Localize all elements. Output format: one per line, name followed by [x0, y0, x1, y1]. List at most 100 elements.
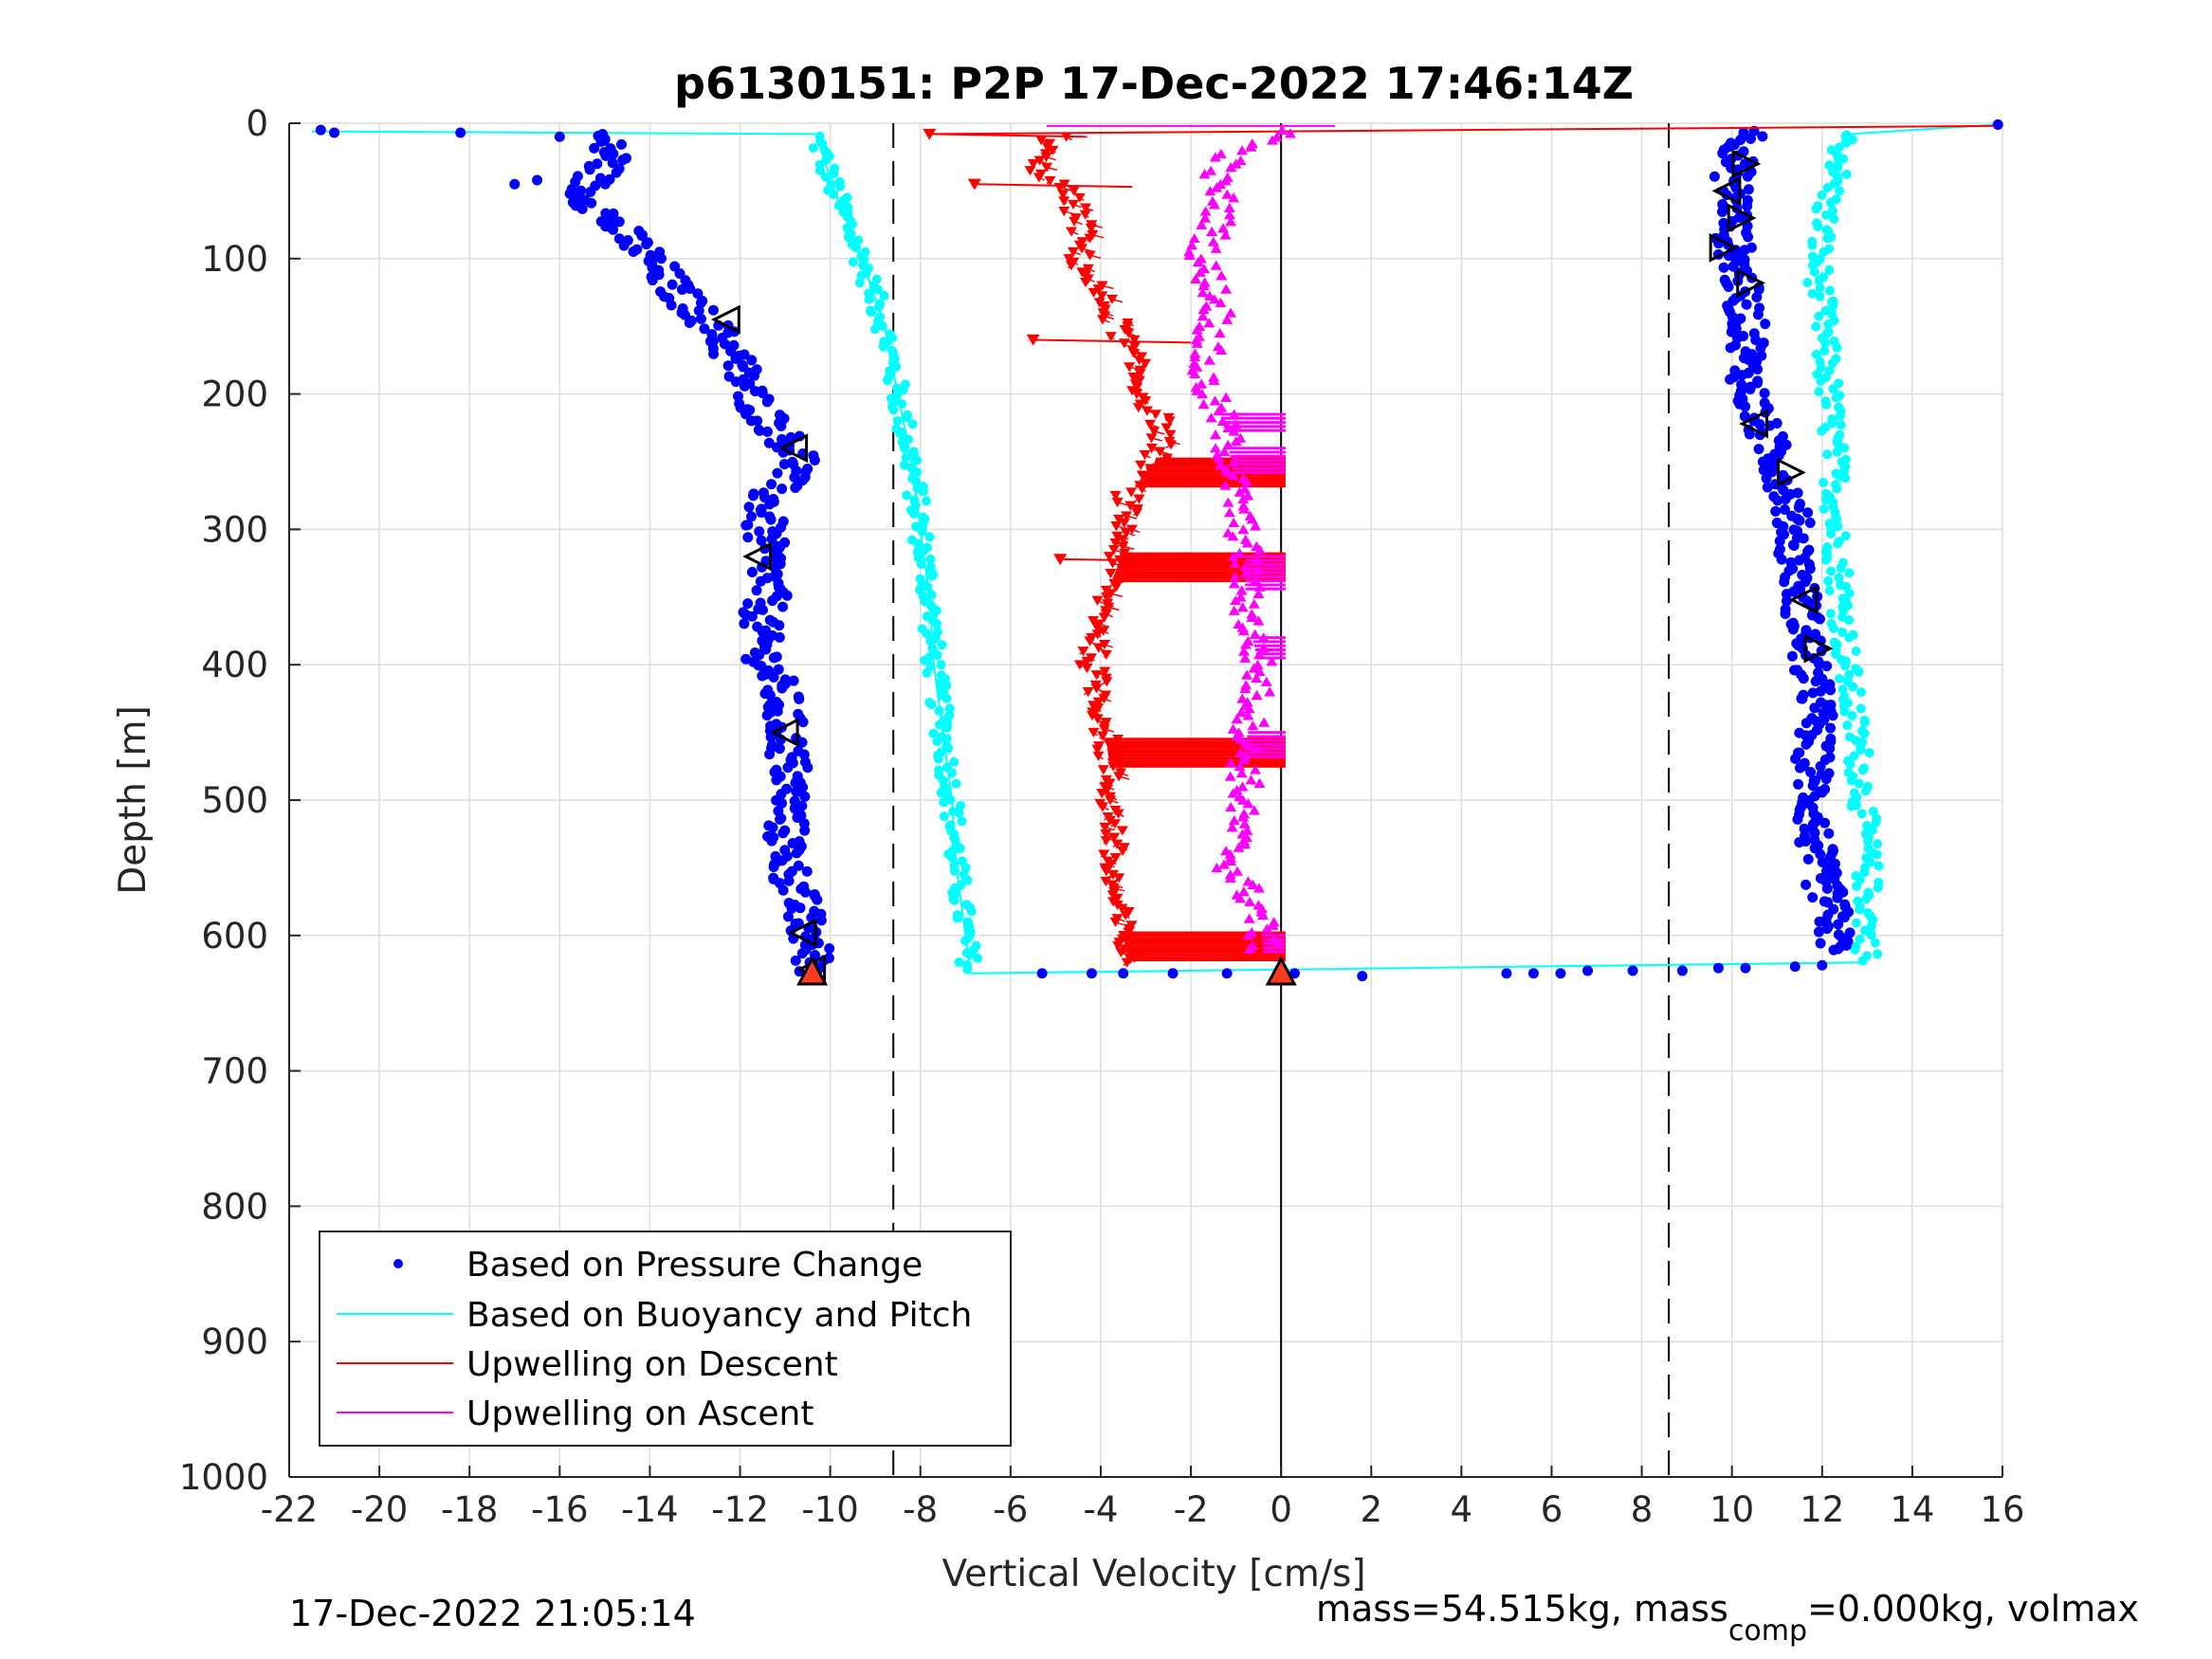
upwelling-ascent-point: [1191, 337, 1203, 348]
pressure-ascent-point: [1736, 370, 1747, 381]
pressure-descent-point: [585, 186, 596, 197]
upwelling-descent-point: [1097, 802, 1109, 812]
upwelling-descent-point: [1098, 612, 1110, 623]
upwelling-descent-point: [1073, 660, 1086, 670]
pressure-ascent-point: [1839, 912, 1851, 923]
pressure-descent-point: [749, 370, 760, 381]
buoyancy-descent-point: [934, 705, 944, 716]
upwelling-ascent-point: [1219, 480, 1232, 490]
x-tick-label: -14: [621, 1489, 678, 1530]
pressure-descent-point: [666, 300, 677, 311]
pressure-ascent-point: [1739, 245, 1750, 256]
pressure-ascent-point: [1801, 738, 1812, 750]
pressure-descent-point: [777, 855, 788, 866]
pressure-transition-point: [1712, 962, 1724, 974]
upwelling-ascent-point: [1245, 141, 1257, 152]
upwelling-ascent-point: [1239, 652, 1252, 663]
upwelling-descent-point: [1065, 261, 1077, 271]
upwelling-descent-point: [1109, 490, 1122, 501]
pressure-descent-point: [617, 155, 629, 166]
upwelling-descent-point: [1112, 514, 1124, 525]
pressure-ascent-point: [1780, 494, 1791, 505]
pressure-descent-point: [773, 664, 784, 675]
pressure-descent-point: [755, 575, 766, 587]
buoyancy-descent-point: [902, 490, 912, 501]
buoyancy-ascent-point: [1844, 615, 1855, 626]
upwelling-descent-point: [1084, 636, 1096, 647]
buoyancy-descent-point: [916, 559, 926, 570]
pressure-ascent-point: [1810, 676, 1821, 687]
buoyancy-ascent-point: [1840, 661, 1851, 671]
upwelling-descent-point: [1141, 406, 1153, 416]
upwelling-descent-point: [1058, 196, 1070, 207]
y-tick-label: 500: [201, 780, 268, 821]
upwelling-descent-point: [1073, 192, 1086, 203]
pressure-transition-point: [1582, 965, 1594, 976]
buoyancy-descent-point: [877, 321, 887, 332]
upwelling-descent-point: [1057, 190, 1069, 200]
pressure-descent-point: [792, 811, 803, 823]
upwelling-ascent-point: [1191, 324, 1203, 335]
pressure-outlier-point: [455, 127, 466, 138]
upwelling-ascent-point: [1252, 615, 1265, 626]
pressure-ascent-point: [1793, 501, 1804, 513]
pressure-descent-point: [739, 380, 750, 392]
triangle-markers: [710, 149, 1834, 986]
pressure-transition-point: [1118, 968, 1129, 979]
pressure-descent-point: [608, 224, 619, 235]
pressure-ascent-point: [1739, 158, 1750, 170]
pressure-ascent-point: [1828, 944, 1839, 956]
buoyancy-ascent-point: [1813, 221, 1823, 231]
upwelling-ascent-point: [1222, 497, 1234, 507]
pressure-ascent-point: [1774, 536, 1785, 547]
upwelling-descent-point: [1105, 860, 1117, 870]
upwelling-ascent-point: [1189, 351, 1201, 362]
pressure-ascent-point: [1744, 428, 1755, 440]
pressure-descent-point: [693, 305, 704, 317]
pressure-descent-point: [751, 585, 762, 596]
pressure-descent-point: [777, 683, 788, 694]
buoyancy-ascent-point: [1823, 319, 1834, 329]
reference-lines: [892, 123, 1671, 1477]
buoyancy-ascent-point: [1850, 944, 1860, 955]
buoyancy-ascent-point: [1827, 357, 1837, 368]
buoyancy-ascent-point: [1840, 473, 1851, 483]
upwelling-descent-point: [1117, 846, 1129, 856]
direction-triangle-marker: [1736, 268, 1766, 298]
pressure-descent-point: [685, 283, 696, 295]
upwelling-ascent-point: [1234, 547, 1246, 558]
upwelling-ascent-point: [1241, 669, 1253, 680]
pressure-descent-point: [783, 875, 795, 886]
upwelling-ascent-point: [1190, 273, 1202, 284]
upwelling-ascent-point: [1198, 212, 1211, 223]
pressure-descent-point: [742, 598, 754, 610]
buoyancy-descent-point: [947, 852, 958, 863]
upwelling-ascent-point: [1236, 602, 1249, 612]
pressure-ascent-point: [1802, 853, 1814, 865]
pressure-ascent-point: [1815, 760, 1826, 772]
upwelling-ascent-point: [1248, 663, 1260, 673]
upwelling-ascent-point: [1197, 287, 1209, 298]
buoyancy-descent-point: [899, 460, 909, 470]
legend-swatch-pressure: [393, 1259, 403, 1268]
upwelling-descent-point: [1140, 358, 1152, 369]
pressure-descent-point: [754, 526, 765, 538]
upwelling-descent-point: [1107, 545, 1120, 556]
x-tick-label: -12: [711, 1489, 768, 1530]
upwelling-ascent-point: [1210, 243, 1222, 253]
upwelling-descent-point: [1092, 643, 1105, 653]
pressure-descent-point: [754, 425, 765, 436]
pressure-ascent-point: [1753, 444, 1764, 455]
pressure-descent-point: [761, 710, 773, 721]
pressure-outlier-point: [329, 127, 340, 138]
pressure-ascent-point: [1794, 762, 1805, 774]
buoyancy-descent-point: [934, 720, 944, 730]
buoyancy-ascent-point: [1807, 288, 1818, 299]
y-tick-label: 600: [201, 916, 268, 957]
buoyancy-descent-point: [957, 816, 967, 827]
upwelling-descent-point: [1100, 876, 1112, 887]
upwelling-ascent-point: [1235, 585, 1248, 595]
pressure-outlier-point: [509, 178, 521, 190]
pressure-ascent-point: [1794, 555, 1805, 566]
pressure-ascent-point: [1799, 823, 1810, 834]
